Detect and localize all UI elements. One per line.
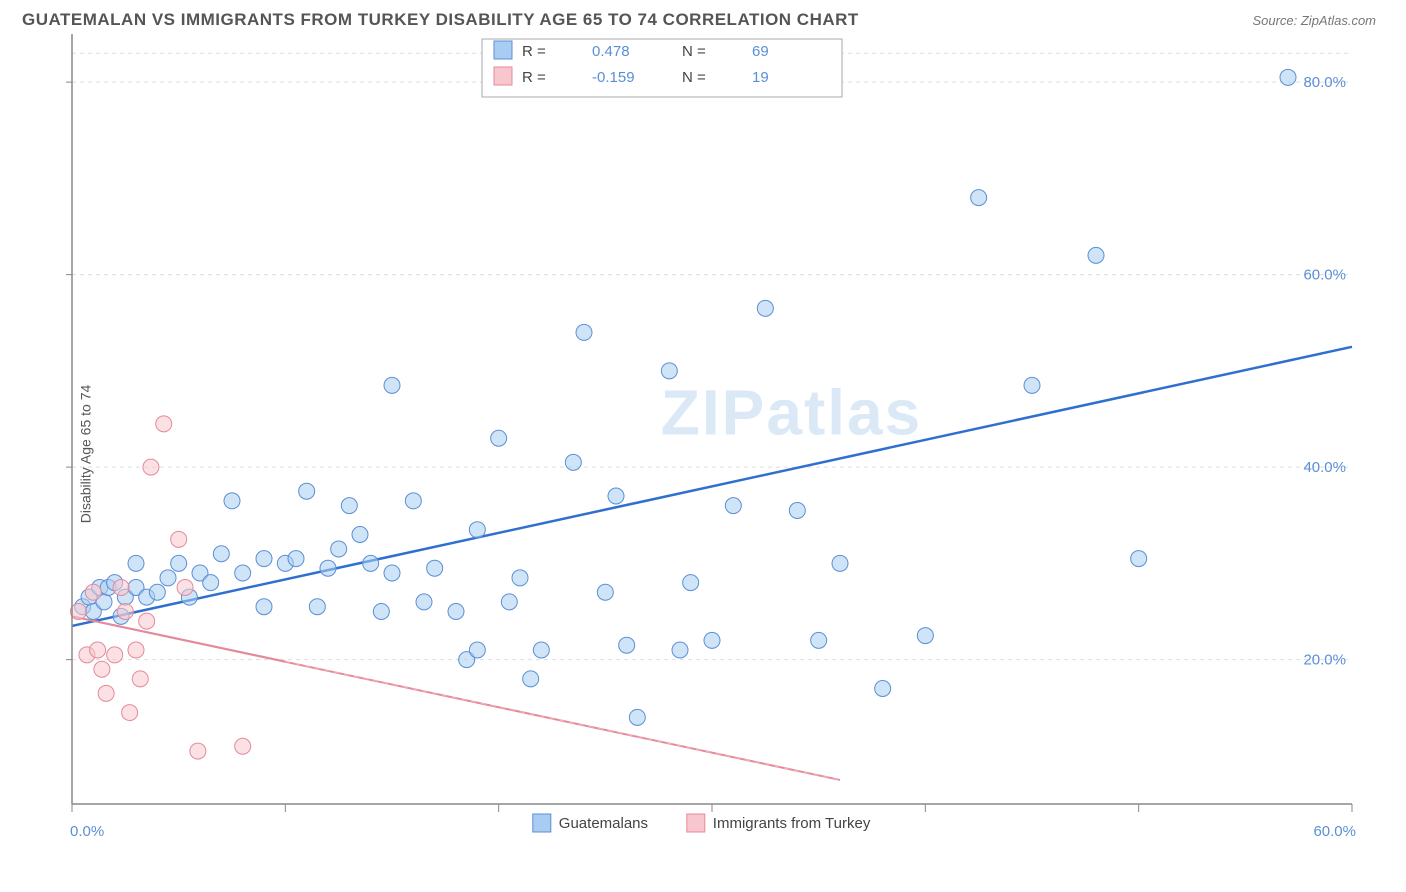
legend-n-value: 69 [752,43,769,60]
data-point [757,300,773,316]
data-point [171,555,187,571]
data-point [597,584,613,600]
data-point [373,604,389,620]
legend-swatch [494,41,512,59]
data-point [309,599,325,615]
data-point [661,363,677,379]
data-point [122,705,138,721]
data-point [132,671,148,687]
data-point [1088,247,1104,263]
data-point [256,551,272,567]
data-point [491,430,507,446]
y-tick-label: 40.0% [1303,459,1346,476]
data-point [128,642,144,658]
y-tick-label: 20.0% [1303,652,1346,669]
data-point [512,570,528,586]
data-point [832,555,848,571]
data-point [608,488,624,504]
legend-swatch [533,814,551,832]
data-point [98,685,114,701]
data-point [94,661,110,677]
data-point [177,579,193,595]
legend-swatch [687,814,705,832]
legend-series-label: Immigrants from Turkey [713,815,871,832]
data-point [107,647,123,663]
data-point [190,743,206,759]
legend-n-value: 19 [752,69,769,86]
data-point [113,579,129,595]
data-point [224,493,240,509]
legend-r-label: R = [522,69,546,86]
legend-swatch [494,67,512,85]
watermark: ZIPatlas [661,376,922,448]
data-point [70,604,86,620]
data-point [875,681,891,697]
correlation-scatter-chart: ZIPatlas 0.0% 60.0% 20.0% 40.0% 60.0% 80.0% R =… [22,34,1384,874]
data-point [1131,551,1147,567]
data-point [160,570,176,586]
data-point [533,642,549,658]
data-point [363,555,379,571]
legend-series-label: Guatemalans [559,815,648,832]
data-point [143,459,159,475]
data-point [565,454,581,470]
data-point [384,377,400,393]
data-point [171,531,187,547]
data-point [448,604,464,620]
data-point [139,613,155,629]
data-point [213,546,229,562]
data-point [235,565,251,581]
data-point [1024,377,1040,393]
legend-bottom: Guatemalans Immigrants from Turkey [533,814,871,832]
data-point [1280,69,1296,85]
data-point [320,560,336,576]
legend-r-value: -0.159 [592,69,635,86]
data-point [352,527,368,543]
data-point [789,502,805,518]
data-point [704,632,720,648]
data-point [85,584,101,600]
data-point [416,594,432,610]
x-tick-label: 60.0% [1313,823,1356,840]
data-point [331,541,347,557]
data-point [672,642,688,658]
legend-n-label: N = [682,69,706,86]
data-point [384,565,400,581]
data-point [811,632,827,648]
data-point [117,604,133,620]
data-point [90,642,106,658]
legend-r-value: 0.478 [592,43,630,60]
data-point [469,642,485,658]
y-axis-label: Disability Age 65 to 74 [77,385,93,524]
data-point [683,575,699,591]
y-tick-label: 80.0% [1303,74,1346,91]
data-point [917,628,933,644]
data-point [256,599,272,615]
chart-title: GUATEMALAN VS IMMIGRANTS FROM TURKEY DIS… [22,10,859,30]
data-point [149,584,165,600]
data-point [576,324,592,340]
data-point [128,555,144,571]
legend-n-label: N = [682,43,706,60]
data-point [341,498,357,514]
data-point [523,671,539,687]
data-point [971,190,987,206]
data-point [725,498,741,514]
data-point [299,483,315,499]
data-point [288,551,304,567]
data-point [156,416,172,432]
data-point [203,575,219,591]
x-tick-label: 0.0% [70,823,104,840]
data-point [469,522,485,538]
data-point [405,493,421,509]
trend-line-dashed [285,662,840,780]
chart-source: Source: ZipAtlas.com [1252,13,1376,28]
legend-r-label: R = [522,43,546,60]
data-point [501,594,517,610]
data-point [629,709,645,725]
data-point [619,637,635,653]
y-tick-label: 60.0% [1303,267,1346,284]
data-point [427,560,443,576]
data-point [235,738,251,754]
